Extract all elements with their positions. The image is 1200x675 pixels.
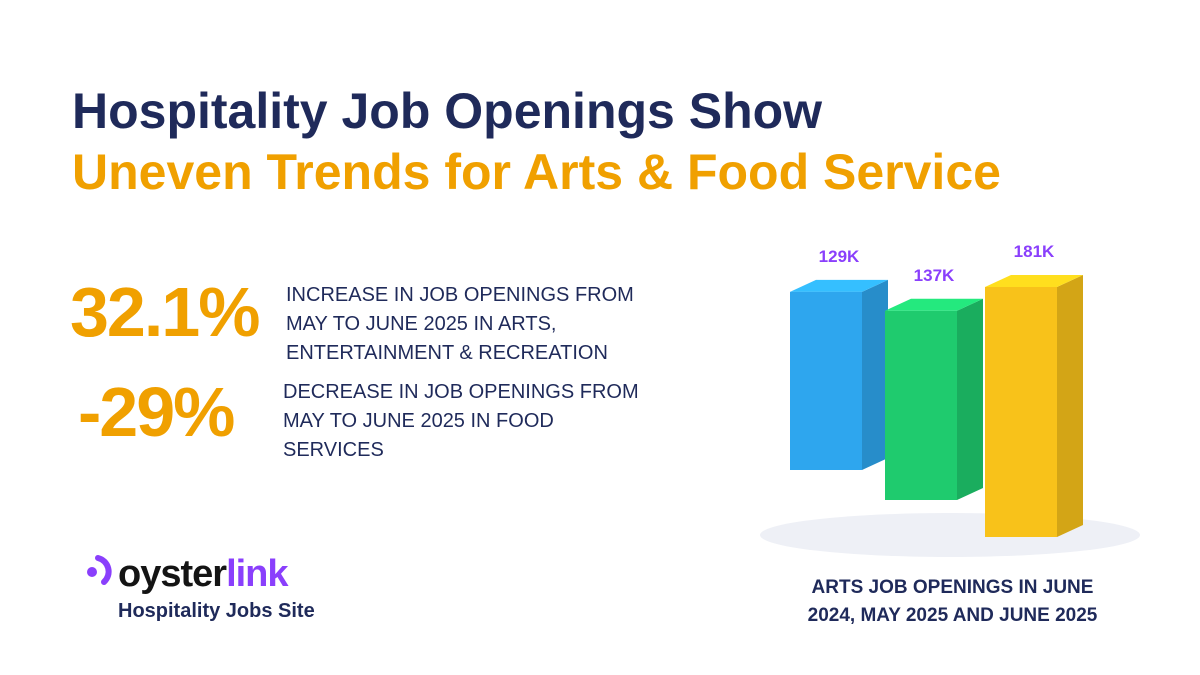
logo-icon <box>87 555 112 585</box>
logo-tagline: Hospitality Jobs Site <box>118 600 315 622</box>
title-line: Hospitality Job Openings Show <box>72 83 823 139</box>
bar <box>885 310 957 500</box>
stat-figure: -29% <box>78 373 235 451</box>
value-label: 181K <box>1014 242 1055 261</box>
value-label: 129K <box>819 247 860 266</box>
chart-caption: ARTS JOB OPENINGS IN JUNE 2024, MAY 2025… <box>780 574 1125 630</box>
bar-side <box>957 298 983 500</box>
stat-line: MAY TO JUNE 2025 IN FOOD <box>283 410 554 432</box>
stat-line: SERVICES <box>283 439 384 461</box>
logo: oysterlink <box>118 553 289 596</box>
stat-line: ENTERTAINMENT & RECREATION <box>286 342 608 364</box>
title-line: Uneven Trends for Arts & Food Service <box>72 144 1001 200</box>
stat-description: INCREASE IN JOB OPENINGS FROM MAY TO JUN… <box>286 281 634 368</box>
bar <box>985 287 1057 537</box>
bar-top <box>985 275 1083 287</box>
bar-top <box>790 279 888 292</box>
stat-line: INCREASE IN JOB OPENINGS FROM <box>286 284 634 306</box>
caption-line: 2024, MAY 2025 AND JUNE 2025 <box>807 605 1098 626</box>
bar <box>790 291 862 470</box>
stat-line: DECREASE IN JOB OPENINGS FROM <box>283 381 639 403</box>
logo-part: link <box>226 553 288 595</box>
stat-figure: 32.1% <box>70 273 260 351</box>
stat-line: MAY TO JUNE 2025 IN ARTS, <box>286 313 557 335</box>
bar-side <box>862 279 888 470</box>
logo-part: oyster <box>118 553 227 595</box>
bar-side <box>1057 275 1083 537</box>
caption-line: ARTS JOB OPENINGS IN JUNE <box>811 577 1094 598</box>
stat-description: DECREASE IN JOB OPENINGS FROM MAY TO JUN… <box>283 378 639 465</box>
bar-top <box>885 298 983 311</box>
value-label: 137K <box>914 266 955 285</box>
